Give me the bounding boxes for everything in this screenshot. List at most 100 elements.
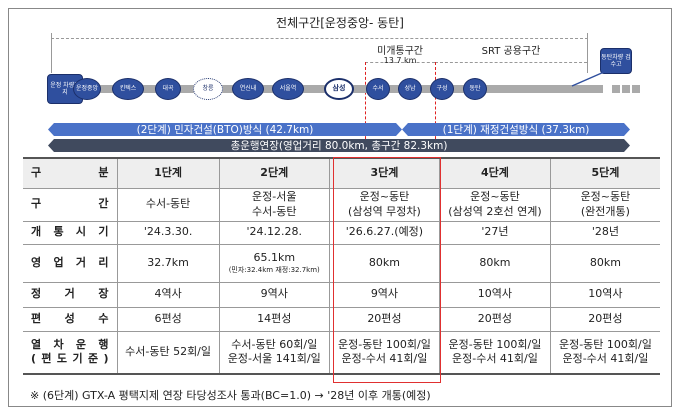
stage1-bar: (1단계) 재정건설방식 (37.3km) — [402, 123, 630, 136]
total-section-title: 전체구간[운정중앙- 동탄] — [276, 16, 404, 30]
cell-line: (삼성역 무정차) — [348, 204, 421, 218]
table-cell: '26.6.27.(예정) — [328, 221, 440, 245]
table-cell: 수서-동탄 — [116, 188, 220, 222]
cell-line: 80km — [479, 255, 511, 269]
cell-line: 운정-동탄 100회/일 — [337, 337, 431, 351]
table-cell: 9역사 — [218, 282, 330, 308]
cell-line: 수서-동탄 52회/일 — [125, 345, 212, 359]
cell-line: 14편성 — [257, 311, 292, 325]
cell-line: 운정-서울 141회/일 — [227, 352, 321, 366]
table-cell: '24.12.28. — [218, 221, 330, 245]
station: 서울역 — [272, 78, 304, 100]
row-label-text: 구 간 — [31, 197, 109, 211]
row-label: 영 업 거 리 — [23, 244, 117, 283]
table-cell: 10역사 — [439, 282, 551, 308]
station: 운정중앙 — [73, 78, 101, 100]
cell-line: 운정~동탄 — [580, 190, 631, 204]
table-cell: 수서-동탄 60회/일 운정-서울 141회/일 — [218, 331, 330, 375]
table-cell: 80km — [549, 244, 660, 283]
row-label-sub: ( 편 도 기 준 ) — [31, 352, 109, 366]
cell-line: 운정-동탄 100회/일 — [448, 337, 542, 351]
stage-table: 구 분 1단계 2단계 3단계 4단계 5단계 구 간 수서-동탄 운정-서울 수서-동탄 운정~… — [23, 157, 660, 375]
station: 삼성 — [324, 78, 354, 100]
cell-line: 80km — [368, 255, 400, 269]
table-cell: 9역사 — [328, 282, 440, 308]
table-cell: 20편성 — [439, 307, 551, 332]
cell-line: '27년 — [481, 225, 509, 239]
table-cell: 수서-동탄 52회/일 — [116, 331, 220, 375]
table-cell: '27년 — [439, 221, 551, 245]
table-cell: 20편성 — [549, 307, 660, 332]
table-row: 편 성 수 6편성 14편성 20편성 20편성 20편성 — [23, 307, 660, 332]
column-header: 1단계 — [116, 157, 220, 189]
table-cell: 80km — [328, 244, 440, 283]
row-label: 정 거 장 — [23, 282, 117, 308]
cell-line: 운정-서울 — [252, 190, 297, 204]
row-label-text: 영 업 거 리 — [31, 255, 109, 269]
column-header: 구 분 — [23, 157, 117, 189]
stage2-bar: (2단계) 민자건설(BTO)방식 (42.7km) — [48, 123, 402, 136]
cell-line: 9역사 — [370, 287, 399, 301]
table-cell: 32.7km — [116, 244, 220, 283]
cell-line: '26.6.27.(예정) — [345, 225, 424, 239]
row-label-text: 열 차 운 행 — [31, 337, 109, 351]
table-cell: 20편성 — [328, 307, 440, 332]
table-cell: 운정-서울 수서-동탄 — [218, 188, 330, 222]
table-cell: 운정~동탄 (삼성역 2호선 연계) — [439, 188, 551, 222]
cell-line: 20편성 — [588, 311, 623, 325]
depot-end: 동탄차량 검수고 — [600, 48, 632, 74]
future-extension-dash — [632, 85, 640, 93]
table-cell: 80km — [439, 244, 551, 283]
station: 동탄 — [463, 78, 487, 100]
cell-line: 운정~동탄 — [470, 190, 520, 204]
row-label: 구 간 — [23, 188, 117, 222]
cell-line: 9역사 — [260, 287, 288, 301]
cell-line: 20편성 — [477, 311, 513, 325]
row-label: 열 차 운 행( 편 도 기 준 ) — [23, 331, 117, 375]
row-label-text: 정 거 장 — [31, 287, 109, 301]
table-row: 개 통 시 기 '24.3.30. '24.12.28. '26.6.27.(예정) '… — [23, 221, 660, 245]
section-boundary — [435, 62, 436, 144]
unopened-label: 미개통구간 — [377, 46, 423, 57]
table-cell: 14편성 — [218, 307, 330, 332]
cell-line: 운정-수서 41회/일 — [562, 352, 649, 366]
table-cell: 10역사 — [549, 282, 660, 308]
station: 창릉 — [193, 78, 223, 100]
depot-connector — [571, 71, 605, 87]
section-boundary — [365, 62, 366, 144]
cell-line: 4역사 — [154, 287, 182, 301]
unopened-length: 13.7 km — [383, 56, 417, 65]
table-cell: 운정~동탄 (삼성역 무정차) — [328, 188, 440, 222]
cell-line: (삼성역 2호선 연계) — [448, 204, 542, 218]
future-extension-dash — [622, 85, 630, 93]
future-extension-dash — [612, 85, 620, 93]
cell-line: 수서-동탄 — [145, 197, 191, 211]
cell-line: 10역사 — [477, 287, 513, 301]
cell-line: 수서-동탄 60회/일 — [231, 337, 318, 351]
column-header: 2단계 — [218, 157, 330, 189]
row-label-text: 개 통 시 기 — [31, 225, 109, 239]
table-row: 정 거 장 4역사 9역사 9역사 10역사 10역사 — [23, 282, 660, 308]
table-row: 영 업 거 리 32.7km 65.1km (민자:32.4km 재정:32.7km)… — [23, 244, 660, 283]
column-header: 3단계 — [328, 157, 440, 189]
dim-tick — [587, 33, 588, 73]
total-length-bar: 총운행연장(영업거리 80.0km, 총구간 82.3km) — [48, 139, 630, 152]
cell-line: 운정-동탄 100회/일 — [558, 337, 652, 351]
srt-shared-label: SRT 공용구간 — [481, 46, 541, 57]
cell-line: '28년 — [591, 225, 619, 239]
table-cell: 운정~동탄 (완전개통) — [549, 188, 660, 222]
station: 대곡 — [155, 78, 181, 100]
cell-line: '24.3.30. — [143, 225, 193, 239]
row-label: 개 통 시 기 — [23, 221, 117, 245]
table-cell: 운정-동탄 100회/일 운정-수서 41회/일 — [439, 331, 551, 375]
table-cell: 65.1km (민자:32.4km 재정:32.7km) — [218, 244, 330, 283]
cell-line: 65.1km — [253, 251, 296, 265]
cell-line: (민자:32.4km 재정:32.7km) — [228, 265, 320, 274]
table-cell: '28년 — [549, 221, 660, 245]
station: 성남 — [398, 78, 422, 100]
station: 수서 — [366, 78, 390, 100]
table-cell: '24.3.30. — [116, 221, 220, 245]
cell-line: (완전개통) — [580, 204, 630, 218]
unopened-dimension-line — [365, 62, 435, 63]
cell-line: 운정-수서 41회/일 — [451, 352, 538, 366]
